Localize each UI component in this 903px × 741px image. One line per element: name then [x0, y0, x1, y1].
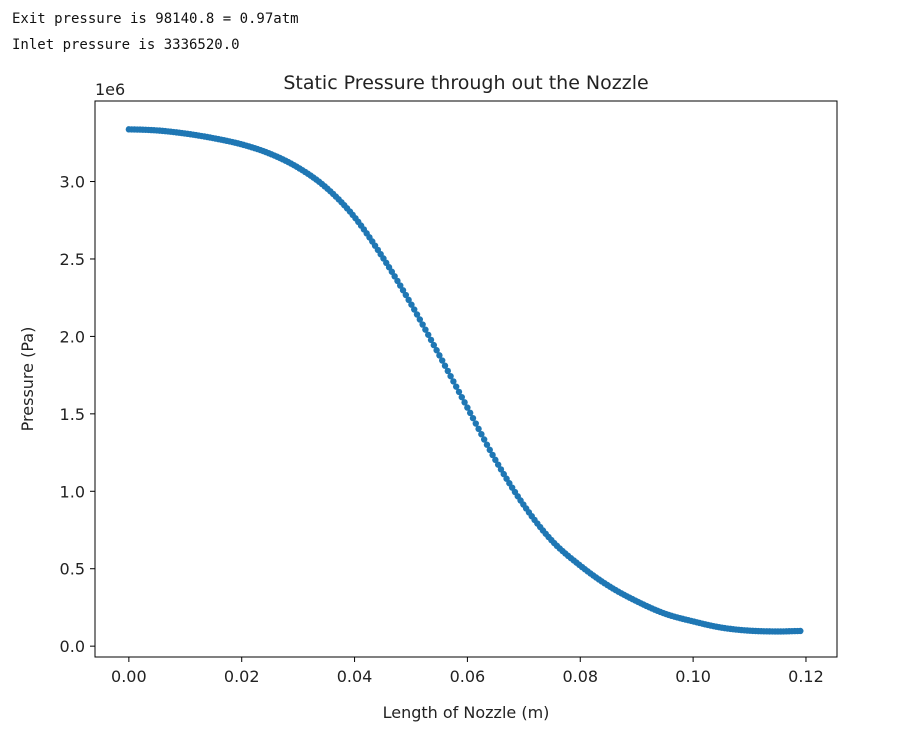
data-point — [472, 420, 479, 427]
x-axis-label: Length of Nozzle (m) — [383, 703, 550, 722]
data-point — [399, 287, 407, 294]
y-tick-label: 1.0 — [60, 482, 85, 501]
x-tick-label: 0.02 — [224, 667, 260, 686]
data-point — [436, 352, 443, 359]
y-tick-label: 1.5 — [60, 405, 85, 424]
data-point — [391, 273, 398, 280]
data-point — [483, 441, 491, 448]
data-point — [447, 372, 454, 380]
data-point — [466, 409, 474, 417]
y-tick-label: 2.5 — [60, 250, 85, 269]
data-point — [422, 326, 429, 333]
data-point — [416, 316, 424, 323]
y-tick-label: 3.0 — [60, 173, 85, 192]
data-point — [444, 367, 452, 375]
x-tick-label: 0.12 — [788, 667, 824, 686]
data-point — [439, 357, 446, 364]
data-point — [497, 466, 505, 473]
data-point — [427, 336, 435, 344]
data-point — [402, 291, 410, 299]
x-tick-label: 0.10 — [675, 667, 711, 686]
data-point — [500, 470, 507, 478]
data-point — [464, 404, 471, 411]
data-point — [494, 461, 502, 468]
y-axis-label: Pressure (Pa) — [18, 327, 37, 432]
plot-frame — [94, 100, 838, 658]
data-point — [411, 306, 418, 313]
data-point — [797, 627, 804, 635]
exit-pressure-line: Exit pressure is 98140.8 = 0.97atm — [12, 11, 299, 27]
data-point — [408, 301, 415, 308]
data-point — [419, 321, 426, 328]
cell-output: Exit pressure is 98140.8 = 0.97atm Inlet … — [12, 6, 299, 58]
data-point — [458, 393, 465, 401]
x-tick-label: 0.04 — [337, 667, 373, 686]
data-point — [433, 347, 440, 354]
data-point — [425, 331, 432, 338]
data-point — [461, 399, 468, 406]
y-offset-label: 1e6 — [95, 80, 125, 99]
data-point — [489, 451, 496, 459]
data-point — [469, 414, 477, 422]
data-point — [480, 436, 488, 443]
chart-title: Static Pressure through out the Nozzle — [283, 72, 648, 94]
data-point — [450, 378, 457, 385]
data-point — [492, 456, 499, 464]
data-point — [397, 282, 404, 289]
data-point — [475, 425, 482, 433]
x-tick-label: 0.00 — [111, 667, 147, 686]
data-point — [486, 446, 493, 454]
y-tick-label: 2.0 — [60, 327, 85, 346]
data-point — [405, 296, 412, 304]
data-point — [394, 277, 401, 285]
x-tick-label: 0.08 — [562, 667, 598, 686]
data-point — [478, 430, 485, 438]
data-point — [441, 362, 449, 369]
data-point — [455, 388, 463, 396]
x-tick-label: 0.06 — [450, 667, 486, 686]
y-tick-label: 0.0 — [60, 637, 85, 656]
data-point — [430, 341, 438, 349]
data-point — [413, 311, 421, 318]
data-point — [452, 383, 460, 390]
inlet-pressure-line: Inlet pressure is 3336520.0 — [12, 37, 240, 53]
y-tick-label: 0.5 — [60, 560, 85, 579]
